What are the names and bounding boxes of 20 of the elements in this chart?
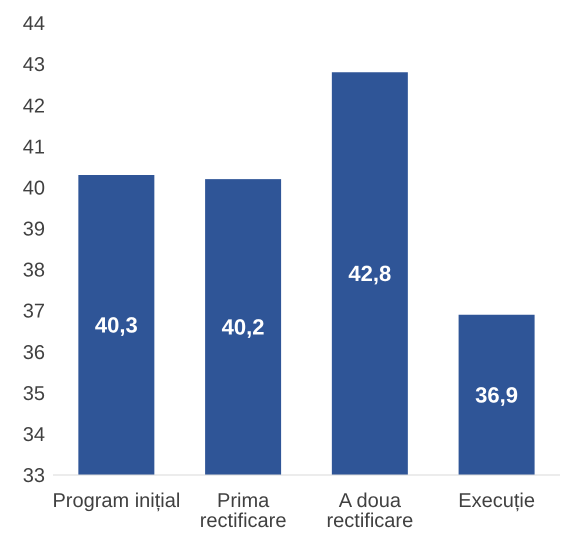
y-tick-label: 34 (22, 424, 45, 446)
y-tick-label: 41 (22, 136, 45, 158)
y-tick-label: 44 (22, 13, 45, 36)
x-tick-label: Execuție (458, 490, 535, 512)
data-label: 42,8 (348, 261, 392, 286)
y-tick-label: 37 (22, 300, 45, 323)
y-tick-label: 36 (22, 342, 45, 364)
x-tick-label: A doua rectificare (326, 490, 414, 532)
y-tick-label: 38 (22, 260, 45, 282)
y-tick-label: 35 (22, 382, 45, 405)
y-tick-label: 43 (22, 54, 45, 76)
y-tick-label: 39 (22, 218, 45, 241)
data-label: 40,2 (222, 314, 265, 340)
data-label: 40,3 (94, 312, 138, 338)
x-tick-label: Prima rectificare (200, 490, 286, 532)
data-label: 36,9 (475, 382, 518, 408)
y-tick-label: 40 (22, 177, 45, 200)
y-tick-label: 33 (22, 465, 45, 488)
x-tick-label: Program inițial (52, 490, 180, 512)
y-tick-label: 42 (22, 95, 45, 118)
